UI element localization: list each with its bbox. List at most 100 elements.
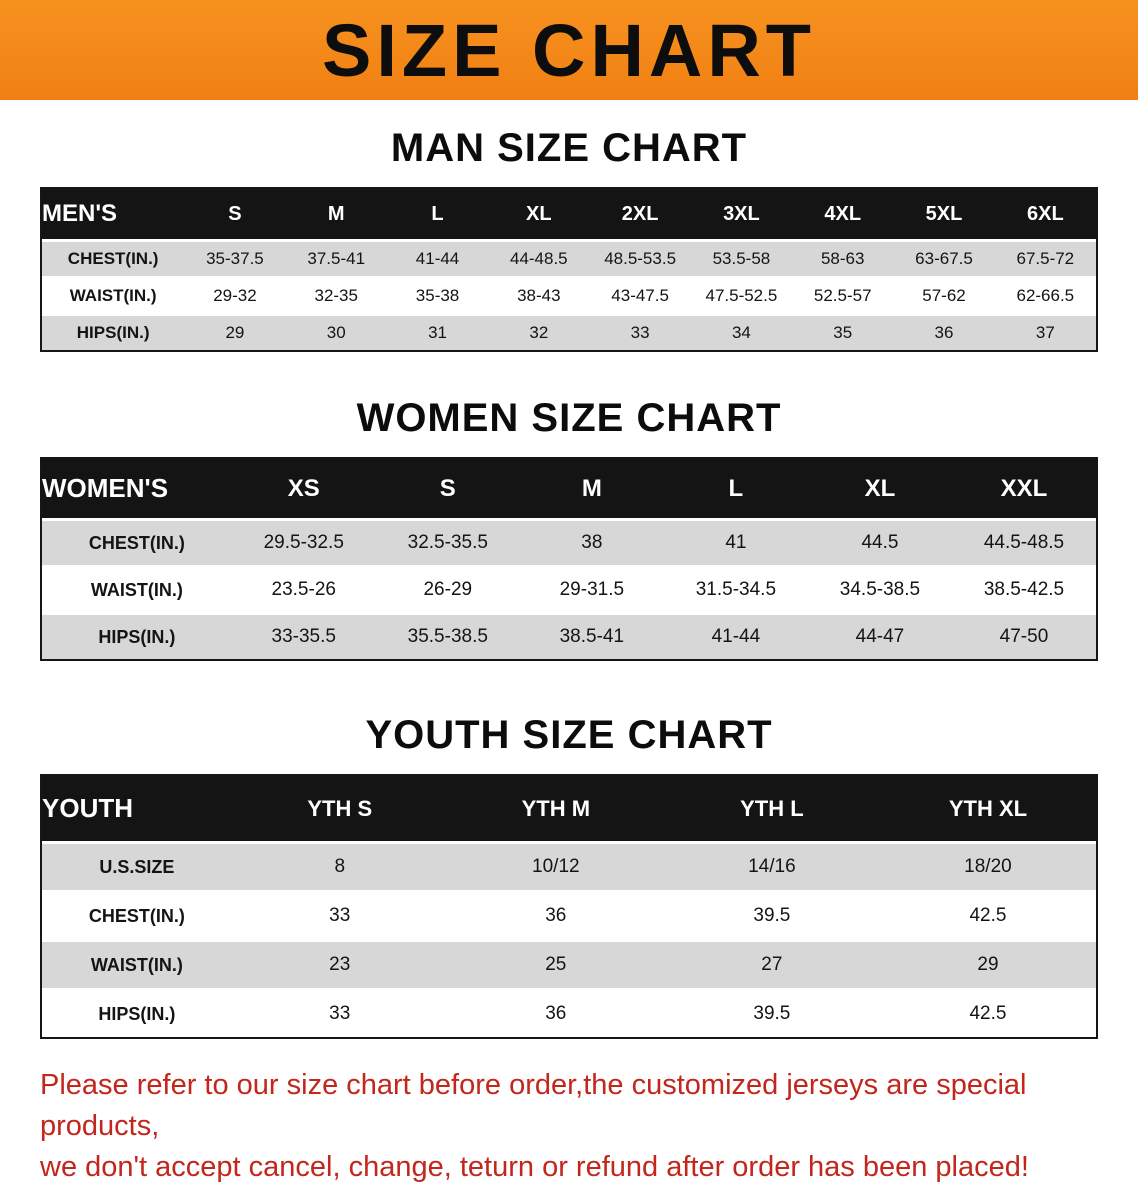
- table-cell: 33: [329, 1003, 351, 1024]
- men-header-size: 5XL: [893, 189, 995, 241]
- women-waist-row: WAIST(IN.) 23.5-26 26-29 29-31.5 31.5-34…: [42, 566, 1096, 614]
- table-cell: 23: [329, 954, 351, 975]
- youth-header-label: YOUTH: [42, 776, 232, 843]
- youth-table-wrap: YOUTH YTH S YTH M YTH L YTH XL U.S.SIZE …: [40, 774, 1098, 1039]
- table-cell: 36: [545, 1003, 567, 1024]
- table-cell: 39.5: [753, 905, 791, 926]
- table-cell: 18/20: [964, 856, 1012, 877]
- row-label: WAIST(IN.): [90, 954, 183, 975]
- table-cell: 29.5-32.5: [263, 532, 344, 553]
- table-cell: 62-66.5: [1016, 286, 1075, 305]
- table-cell: 41: [725, 532, 747, 553]
- youth-section: YOUTH SIZE CHART YOUTH YTH S YTH M YTH L…: [0, 713, 1138, 1039]
- row-label: HIPS(IN.): [76, 323, 150, 342]
- youth-section-heading: YOUTH SIZE CHART: [365, 713, 773, 757]
- row-label: WAIST(IN.): [90, 579, 183, 600]
- table-cell: 34: [731, 323, 751, 342]
- table-cell: 30: [326, 323, 346, 342]
- men-header-size: 2XL: [589, 189, 691, 241]
- table-cell: 47.5-52.5: [705, 286, 778, 305]
- men-header-size: XL: [488, 189, 590, 241]
- row-label: CHEST(IN.): [88, 905, 185, 926]
- men-header-row: MEN'S S M L XL 2XL 3XL 4XL 5XL 6XL: [42, 189, 1096, 241]
- table-cell: 37: [1035, 323, 1055, 342]
- men-waist-row: WAIST(IN.) 29-32 32-35 35-38 38-43 43-47…: [42, 277, 1096, 315]
- men-header-size: M: [285, 189, 387, 241]
- women-section: WOMEN SIZE CHART WOMEN'S XS S M L XL XXL: [0, 396, 1138, 661]
- men-header-size: 4XL: [792, 189, 894, 241]
- table-cell: 44-48.5: [509, 249, 568, 268]
- table-cell: 41-44: [711, 626, 761, 647]
- table-cell: 48.5-53.5: [604, 249, 677, 268]
- table-cell: 44.5: [861, 532, 899, 553]
- table-cell: 38-43: [517, 286, 561, 305]
- table-cell: 63-67.5: [915, 249, 973, 268]
- men-table-wrap: MEN'S S M L XL 2XL 3XL 4XL 5XL 6XL CHEST: [40, 187, 1098, 352]
- men-hips-row: HIPS(IN.) 29 30 31 32 33 34 35 36 37: [42, 314, 1096, 350]
- youth-header-row: YOUTH YTH S YTH M YTH L YTH XL: [42, 776, 1096, 843]
- table-cell: 29: [225, 323, 245, 342]
- table-cell: 35.5-38.5: [407, 626, 488, 647]
- youth-size-table: YOUTH YTH S YTH M YTH L YTH XL U.S.SIZE …: [42, 776, 1096, 1037]
- table-cell: 25: [545, 954, 567, 975]
- youth-hips-row: HIPS(IN.) 33 36 39.5 42.5: [42, 989, 1096, 1037]
- table-cell: 36: [934, 323, 954, 342]
- banner: SIZE CHART: [0, 0, 1138, 100]
- youth-header-size: YTH M: [447, 776, 664, 843]
- men-chest-row: CHEST(IN.) 35-37.5 37.5-41 41-44 44-48.5…: [42, 240, 1096, 278]
- row-label: CHEST(IN.): [67, 249, 159, 268]
- disclaimer-line-2: we don't accept cancel, change, teturn o…: [40, 1151, 1029, 1184]
- men-size-table: MEN'S S M L XL 2XL 3XL 4XL 5XL 6XL CHEST: [42, 189, 1096, 350]
- table-cell: 37.5-41: [307, 249, 366, 268]
- table-cell: 38: [581, 532, 603, 553]
- men-section: MAN SIZE CHART MEN'S S M L XL 2XL 3XL 4X…: [0, 126, 1138, 352]
- table-cell: 53.5-58: [712, 249, 771, 268]
- women-header-size: XL: [807, 459, 952, 520]
- table-cell: 41-44: [415, 249, 460, 268]
- men-header-size: L: [386, 189, 489, 241]
- table-cell: 67.5-72: [1016, 249, 1075, 268]
- table-cell: 29-32: [213, 286, 257, 305]
- men-header-size: 3XL: [690, 189, 793, 241]
- table-cell: 52.5-57: [813, 286, 872, 305]
- table-cell: 58-63: [820, 249, 865, 268]
- youth-ussize-row: U.S.SIZE 8 10/12 14/16 18/20: [42, 842, 1096, 892]
- women-header-size: L: [663, 459, 808, 520]
- table-cell: 32: [529, 323, 549, 342]
- table-cell: 57-62: [922, 286, 966, 305]
- women-header-size: M: [519, 459, 664, 520]
- table-cell: 29-31.5: [559, 579, 625, 600]
- table-cell: 44.5-48.5: [983, 532, 1065, 553]
- men-header-label: MEN'S: [42, 189, 185, 241]
- table-cell: 26-29: [423, 579, 473, 600]
- table-cell: 38.5-42.5: [983, 579, 1065, 600]
- table-cell: 31: [428, 323, 447, 342]
- women-chest-row: CHEST(IN.) 29.5-32.5 32.5-35.5 38 41 44.…: [42, 519, 1096, 567]
- women-header-row: WOMEN'S XS S M L XL XXL: [42, 459, 1096, 520]
- table-cell: 33-35.5: [271, 626, 336, 647]
- women-table-wrap: WOMEN'S XS S M L XL XXL CHEST(IN.) 29.5-…: [40, 457, 1098, 661]
- row-label: WAIST(IN.): [69, 286, 157, 305]
- table-cell: 44-47: [855, 626, 905, 647]
- row-label: CHEST(IN.): [88, 532, 185, 553]
- row-label: HIPS(IN.): [98, 1003, 176, 1024]
- table-cell: 39.5: [753, 1003, 791, 1024]
- table-cell: 33: [630, 323, 650, 342]
- disclaimer: Please refer to our size chart before or…: [40, 1065, 1098, 1189]
- women-header-size: S: [375, 459, 520, 520]
- table-cell: 42.5: [969, 905, 1007, 926]
- table-cell: 14/16: [748, 856, 796, 877]
- table-cell: 35: [833, 323, 853, 342]
- table-cell: 27: [761, 954, 783, 975]
- row-label: HIPS(IN.): [98, 626, 176, 647]
- table-cell: 31.5-34.5: [695, 579, 777, 600]
- youth-header-size: YTH XL: [879, 776, 1096, 843]
- table-cell: 8: [334, 856, 346, 877]
- table-cell: 35-38: [415, 286, 460, 305]
- men-section-heading: MAN SIZE CHART: [390, 126, 748, 170]
- table-cell: 23.5-26: [271, 579, 336, 600]
- youth-header-size: YTH L: [663, 776, 880, 843]
- table-cell: 32.5-35.5: [407, 532, 488, 553]
- women-hips-row: HIPS(IN.) 33-35.5 35.5-38.5 38.5-41 41-4…: [42, 613, 1096, 659]
